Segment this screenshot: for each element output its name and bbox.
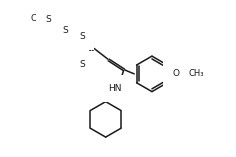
Text: S: S [63,26,68,35]
Text: HN: HN [108,84,122,93]
Text: CH₃: CH₃ [189,69,204,78]
Text: S: S [45,15,51,24]
Text: O: O [172,69,179,78]
Text: CH₃: CH₃ [30,14,46,23]
Text: S: S [80,32,85,41]
Text: S: S [80,60,85,69]
